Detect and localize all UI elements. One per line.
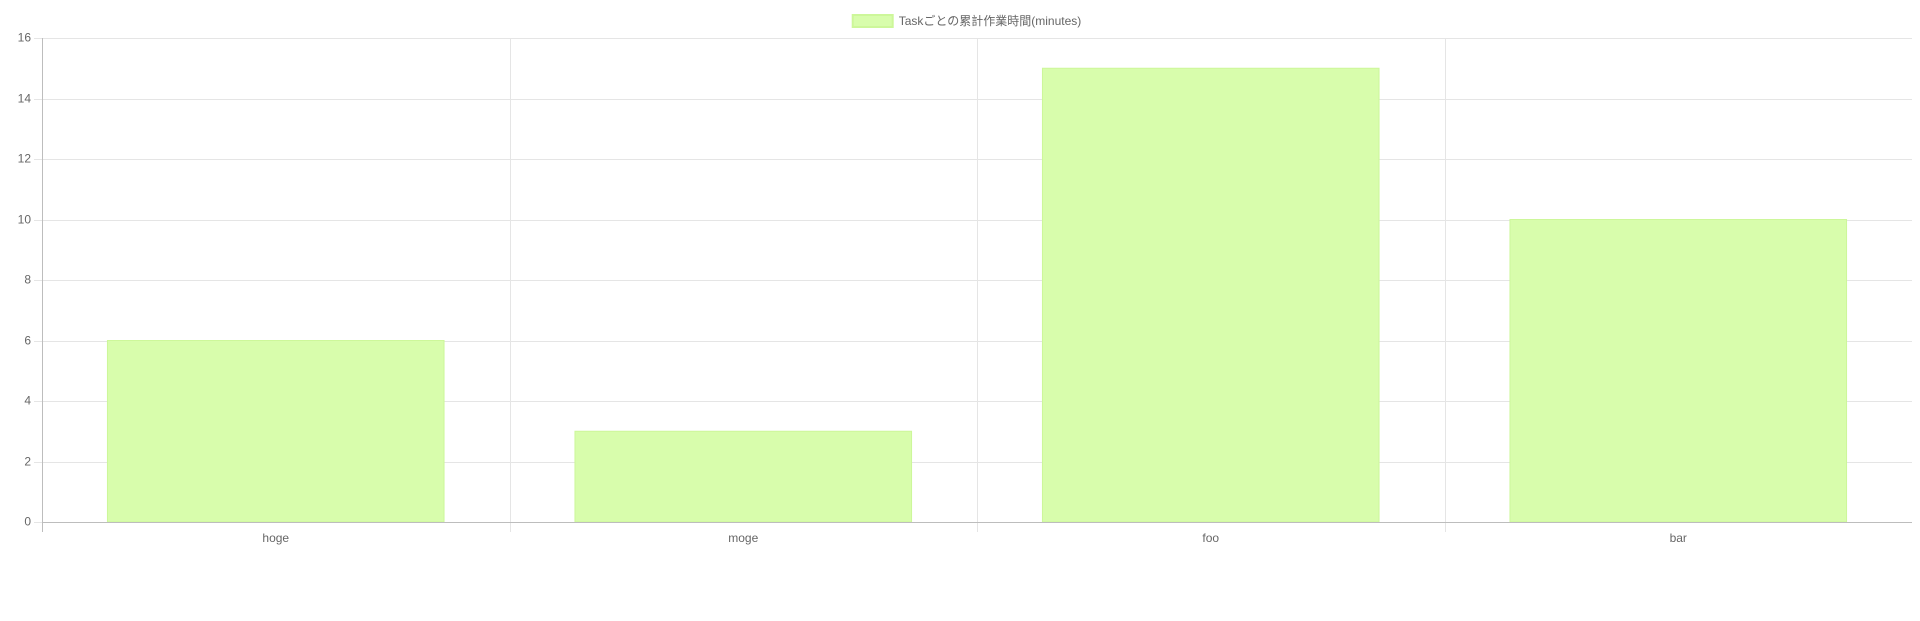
y-tick-label: 14 xyxy=(18,92,32,106)
axes xyxy=(42,38,1912,532)
y-tick-label: 12 xyxy=(18,152,32,166)
y-tick-label: 0 xyxy=(24,515,31,529)
x-tick-labels: hoge moge foo bar xyxy=(262,531,1687,545)
bar-bar[interactable] xyxy=(1509,219,1848,523)
x-tick-label: hoge xyxy=(262,531,289,545)
bar-foo[interactable] xyxy=(1041,67,1380,523)
y-tick-label: 6 xyxy=(24,334,31,348)
x-tick-label: bar xyxy=(1670,531,1687,545)
y-tick-label: 8 xyxy=(24,273,31,287)
x-tick-label: moge xyxy=(728,531,758,545)
y-tick-label: 10 xyxy=(18,213,32,227)
bar-moge[interactable] xyxy=(574,430,913,523)
legend[interactable]: Taskごとの累計作業時間(minutes) xyxy=(851,13,1082,28)
y-tick-labels: 0 2 4 6 8 10 12 14 16 xyxy=(18,31,32,529)
x-tick-label: foo xyxy=(1202,531,1219,545)
legend-swatch[interactable] xyxy=(851,14,894,28)
bars xyxy=(106,67,1848,523)
y-tick-label: 2 xyxy=(24,455,31,469)
y-tick-label: 16 xyxy=(18,31,32,45)
y-tick-label: 4 xyxy=(24,394,31,408)
bar-hoge[interactable] xyxy=(106,340,445,523)
legend-label[interactable]: Taskごとの累計作業時間(minutes) xyxy=(899,13,1082,28)
